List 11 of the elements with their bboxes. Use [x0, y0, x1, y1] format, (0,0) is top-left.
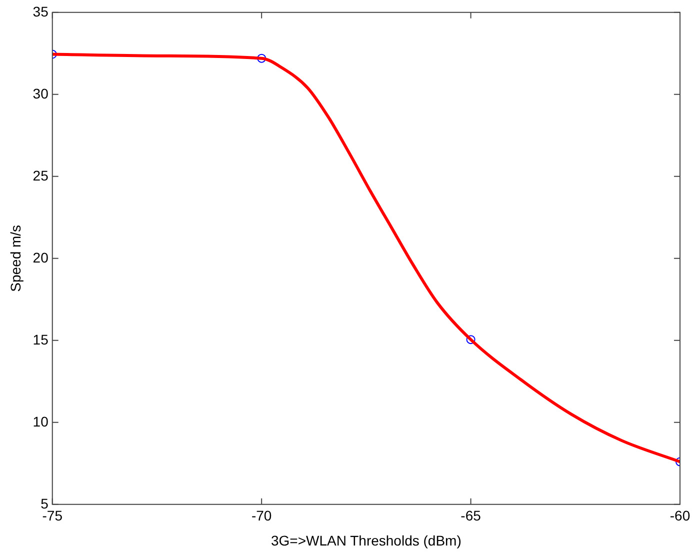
- y-tick-label: 35: [32, 3, 49, 20]
- x-tick-label: -65: [460, 508, 482, 524]
- x-tick-label: -70: [251, 508, 272, 524]
- y-axis-title: Speed m/s: [7, 224, 24, 292]
- y-tick-label: 30: [32, 85, 49, 102]
- y-tick-label: 15: [32, 331, 49, 348]
- y-tick-label: 20: [32, 249, 49, 266]
- y-tick-label: 25: [32, 167, 49, 184]
- x-tick-label: -60: [670, 508, 690, 524]
- y-tick-label: 10: [32, 413, 49, 430]
- x-axis-title: 3G=>WLAN Thresholds (dBm): [271, 532, 462, 548]
